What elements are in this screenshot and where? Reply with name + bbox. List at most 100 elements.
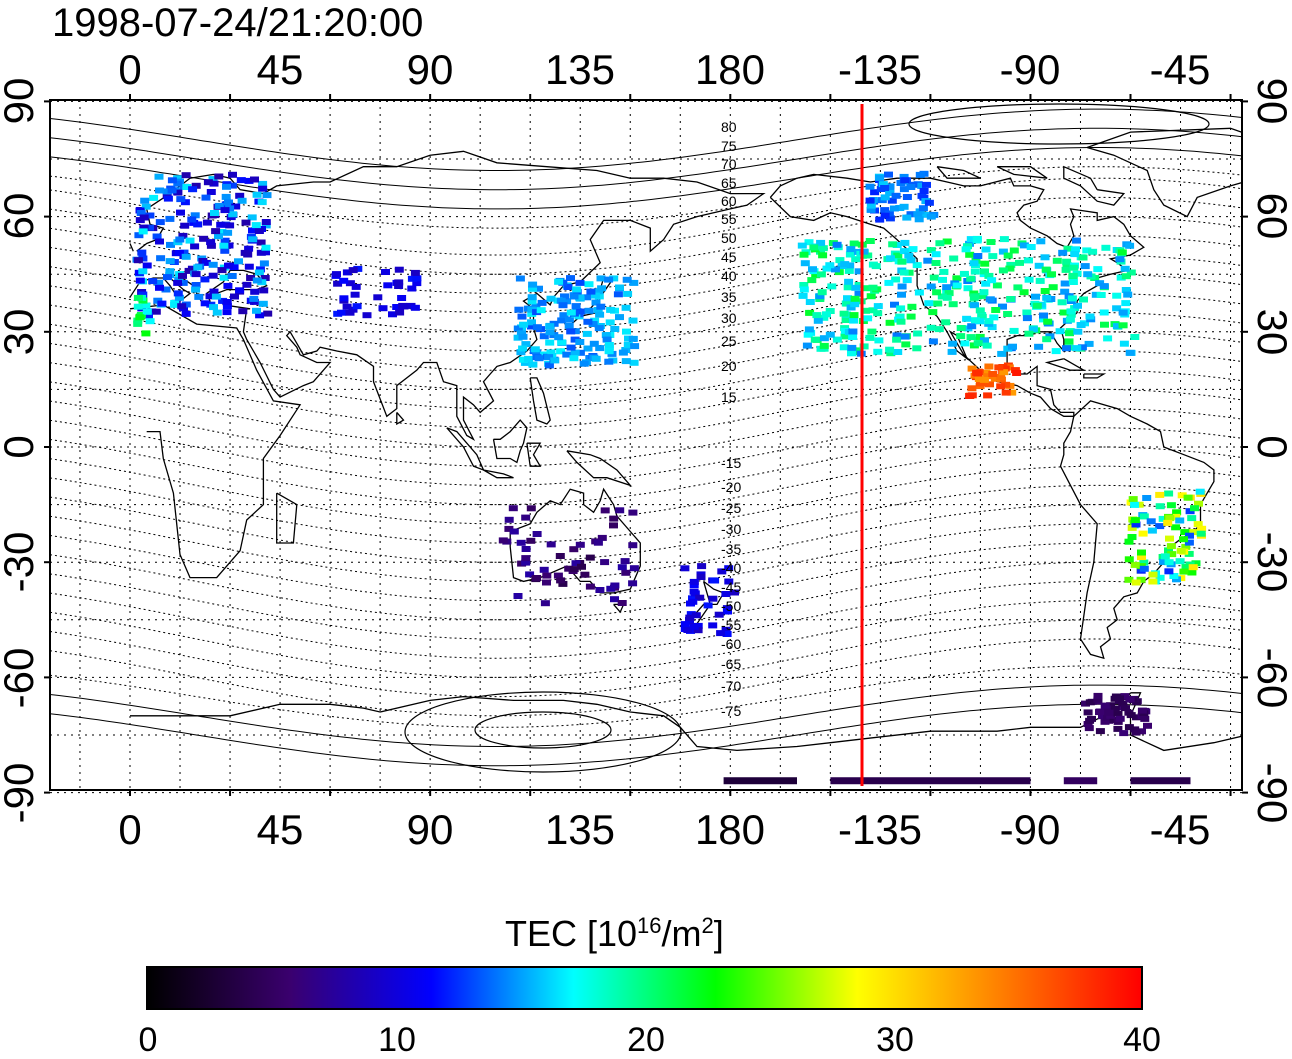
tec-patch [550,357,559,363]
tec-patch [875,175,884,181]
tec-patch [708,622,717,628]
tec-patch [817,271,826,277]
tec-patch [930,275,939,281]
tec-patch [191,287,200,293]
tec-patch [349,267,358,273]
lon-tick-label-top: 135 [545,46,615,93]
tec-patch [927,284,936,290]
geomag-label: -65 [721,656,741,672]
tec-patch [245,264,254,270]
tec-patch [567,310,576,316]
tec-patch [919,205,928,211]
geomag-label: 20 [721,358,737,374]
tec-patch [962,316,971,322]
tec-patch [1023,315,1032,321]
tec-patch [913,331,922,337]
tec-patch [351,292,360,298]
tec-patch [680,565,689,571]
tec-patch [805,326,814,332]
tec-patch [139,228,148,234]
tec-patch [157,301,166,307]
tec-patch [143,263,152,269]
tec-patch [541,600,550,606]
tec-patch [873,349,882,355]
tec-patch [242,282,251,288]
tec-patch [146,318,155,324]
tec-patch [867,293,876,299]
tec-patch [948,349,957,355]
tec-patch [1167,502,1176,508]
tec-patch [1123,292,1132,298]
tec-patch [1010,328,1019,334]
tec-patch [546,329,555,335]
tec-patch [152,309,161,315]
tec-patch [1119,322,1128,328]
tec-patch [1049,284,1058,290]
tec-patch [519,334,528,340]
tec-patch [595,312,604,318]
tec-patch [263,311,272,317]
lon-tick-label-top: -45 [1150,46,1211,93]
tec-patch [622,358,631,364]
tec-patch [898,284,907,290]
tec-patch [970,295,979,301]
tec-patch [572,286,581,292]
geomag-label: -45 [721,579,741,595]
tec-patch [262,245,271,251]
lon-tick-label-top: 0 [118,46,141,93]
tec-patch [967,334,976,340]
coastline [397,412,404,424]
tec-patch [999,267,1008,273]
tec-patch [192,271,201,277]
tec-patch [681,621,690,627]
tec-patch [542,580,551,586]
tec-patch [165,216,174,222]
lat-tick-label-left: -90 [0,763,42,824]
tec-patch [1096,728,1105,734]
tec-patch [1156,503,1165,509]
lon-tick-label-top: 45 [257,46,304,93]
geomag-contour [50,543,1242,620]
tec-patch [595,345,604,351]
tec-patch [1149,572,1158,578]
geomag-label: -60 [721,636,741,652]
lon-tick-label-bottom: -90 [1000,806,1061,853]
tec-patch [1175,518,1184,524]
tec-patch [1130,502,1139,508]
tec-patch [618,600,627,606]
tec-patch [258,199,267,205]
tec-patch [400,304,409,310]
tec-patch [986,296,995,302]
tec-patch [819,245,828,251]
tec-patch [1140,566,1149,572]
tec-patch [800,287,809,293]
lon-tick-label-bottom: 90 [407,806,454,853]
tec-patch [1010,248,1019,254]
tec-patch [907,257,916,263]
tec-patch [570,566,579,572]
tec-patch [867,329,876,335]
tec-patch [708,596,717,602]
tec-patch [1189,564,1198,570]
tec-patch [606,319,615,325]
tec-patch [337,310,346,316]
tec-patch [1140,716,1149,722]
tec-patch [210,210,219,216]
tec-map: 8075706560555045403530252015-15-20-25-30… [0,0,1292,880]
tec-patch [949,301,958,307]
tec-patch [956,333,965,339]
tec-patch [1120,341,1129,347]
tec-patch [1179,536,1188,542]
tec-patch [1041,254,1050,260]
tec-patch [933,301,942,307]
tec-patch [628,542,637,548]
tec-patch [576,542,585,548]
tec-patch [903,277,912,283]
tec-patch [973,253,982,259]
tec-patch [1067,308,1076,314]
tec-patch [927,214,936,220]
tec-patch [630,565,639,571]
tec-patch [884,172,893,178]
geomag-label: -70 [721,678,741,694]
tec-patch [164,196,173,202]
